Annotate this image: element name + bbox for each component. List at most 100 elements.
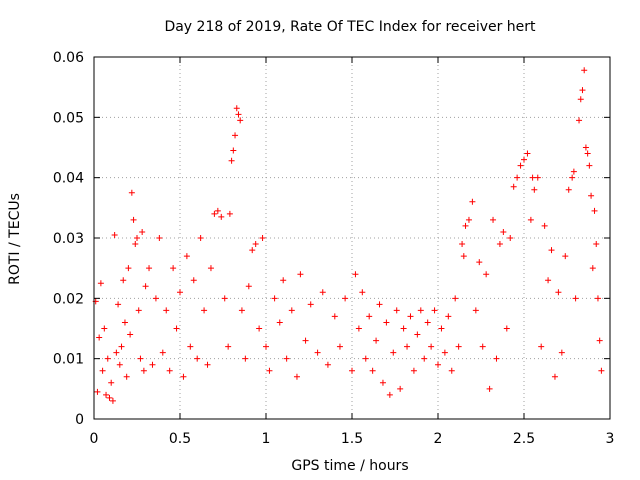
data-point: [548, 247, 555, 254]
data-point: [551, 373, 558, 380]
data-point: [135, 307, 142, 314]
data-point: [307, 301, 314, 308]
data-point: [397, 385, 404, 392]
data-point: [106, 394, 113, 401]
data-point: [111, 231, 118, 238]
data-point: [116, 361, 123, 368]
data-point: [359, 289, 366, 296]
data-point: [459, 241, 466, 248]
data-point: [314, 349, 321, 356]
data-point: [369, 367, 376, 374]
y-tick-label: 0.05: [53, 110, 84, 126]
data-point: [233, 105, 240, 112]
data-point: [577, 96, 584, 103]
data-point: [531, 186, 538, 193]
data-point: [139, 228, 146, 235]
data-point: [496, 241, 503, 248]
data-point: [283, 355, 290, 362]
x-tick-label: 1.5: [341, 431, 363, 447]
data-point: [96, 334, 103, 341]
data-point: [235, 111, 242, 118]
data-point: [94, 388, 101, 395]
data-point: [266, 367, 273, 374]
data-point: [115, 301, 122, 308]
y-tick-label: 0.03: [53, 231, 84, 247]
data-point: [130, 216, 137, 223]
data-point: [108, 379, 115, 386]
data-point: [113, 349, 120, 356]
data-point: [538, 343, 545, 350]
data-point: [441, 349, 448, 356]
data-point: [490, 216, 497, 223]
y-axis-label: ROTI / TECUs: [7, 193, 23, 285]
data-point: [127, 331, 134, 338]
data-point: [465, 216, 472, 223]
data-point: [393, 307, 400, 314]
data-point: [103, 391, 110, 398]
data-point: [297, 271, 304, 278]
data-point: [263, 343, 269, 350]
data-point: [128, 189, 135, 196]
data-point: [421, 355, 428, 362]
data-point: [194, 355, 201, 362]
data-point: [417, 307, 424, 314]
data-point: [104, 355, 111, 362]
data-point: [207, 265, 214, 272]
x-axis-label: GPS time / hours: [291, 458, 408, 474]
data-point: [120, 277, 127, 284]
data-point: [390, 349, 397, 356]
data-point: [582, 144, 589, 151]
data-point: [237, 117, 244, 124]
data-point: [383, 319, 390, 326]
data-point: [170, 265, 177, 272]
data-point: [555, 289, 562, 296]
data-point: [529, 174, 536, 181]
y-tick-label: 0.04: [53, 171, 84, 187]
data-point: [541, 222, 548, 229]
data-point: [177, 289, 183, 296]
data-point: [469, 198, 476, 205]
data-point: [197, 235, 204, 241]
data-point: [238, 307, 245, 314]
data-point: [101, 325, 108, 332]
data-point: [125, 265, 132, 272]
y-tick-label: 0.06: [53, 50, 84, 66]
data-point: [517, 162, 524, 169]
data-point: [483, 271, 490, 278]
data-point: [118, 343, 125, 350]
data-point: [462, 222, 469, 229]
data-point: [149, 361, 156, 368]
data-point: [180, 373, 187, 380]
data-point: [534, 174, 541, 181]
data-point: [137, 355, 144, 362]
data-point: [435, 361, 441, 368]
data-point: [190, 277, 197, 284]
data-point: [431, 307, 438, 314]
data-point: [331, 313, 338, 320]
data-point: [159, 349, 166, 356]
data-point: [594, 295, 601, 302]
data-point: [173, 325, 180, 332]
data-point: [581, 67, 588, 74]
data-point: [593, 241, 600, 248]
data-point: [562, 253, 569, 260]
data-point: [588, 192, 595, 199]
data-point: [183, 253, 190, 260]
x-tick-label: 2.5: [513, 431, 535, 447]
x-tick-label: 3: [606, 431, 615, 447]
data-point: [204, 361, 211, 368]
data-point: [373, 337, 380, 344]
data-point: [476, 259, 483, 266]
data-point: [438, 325, 445, 332]
data-point: [201, 307, 208, 314]
data-point: [156, 235, 163, 241]
data-point: [99, 367, 106, 374]
data-point: [242, 355, 249, 362]
data-point: [218, 213, 225, 220]
data-point: [109, 397, 116, 404]
data-point: [271, 295, 278, 302]
data-point: [428, 343, 435, 350]
data-point: [452, 295, 459, 302]
data-point: [123, 373, 130, 380]
